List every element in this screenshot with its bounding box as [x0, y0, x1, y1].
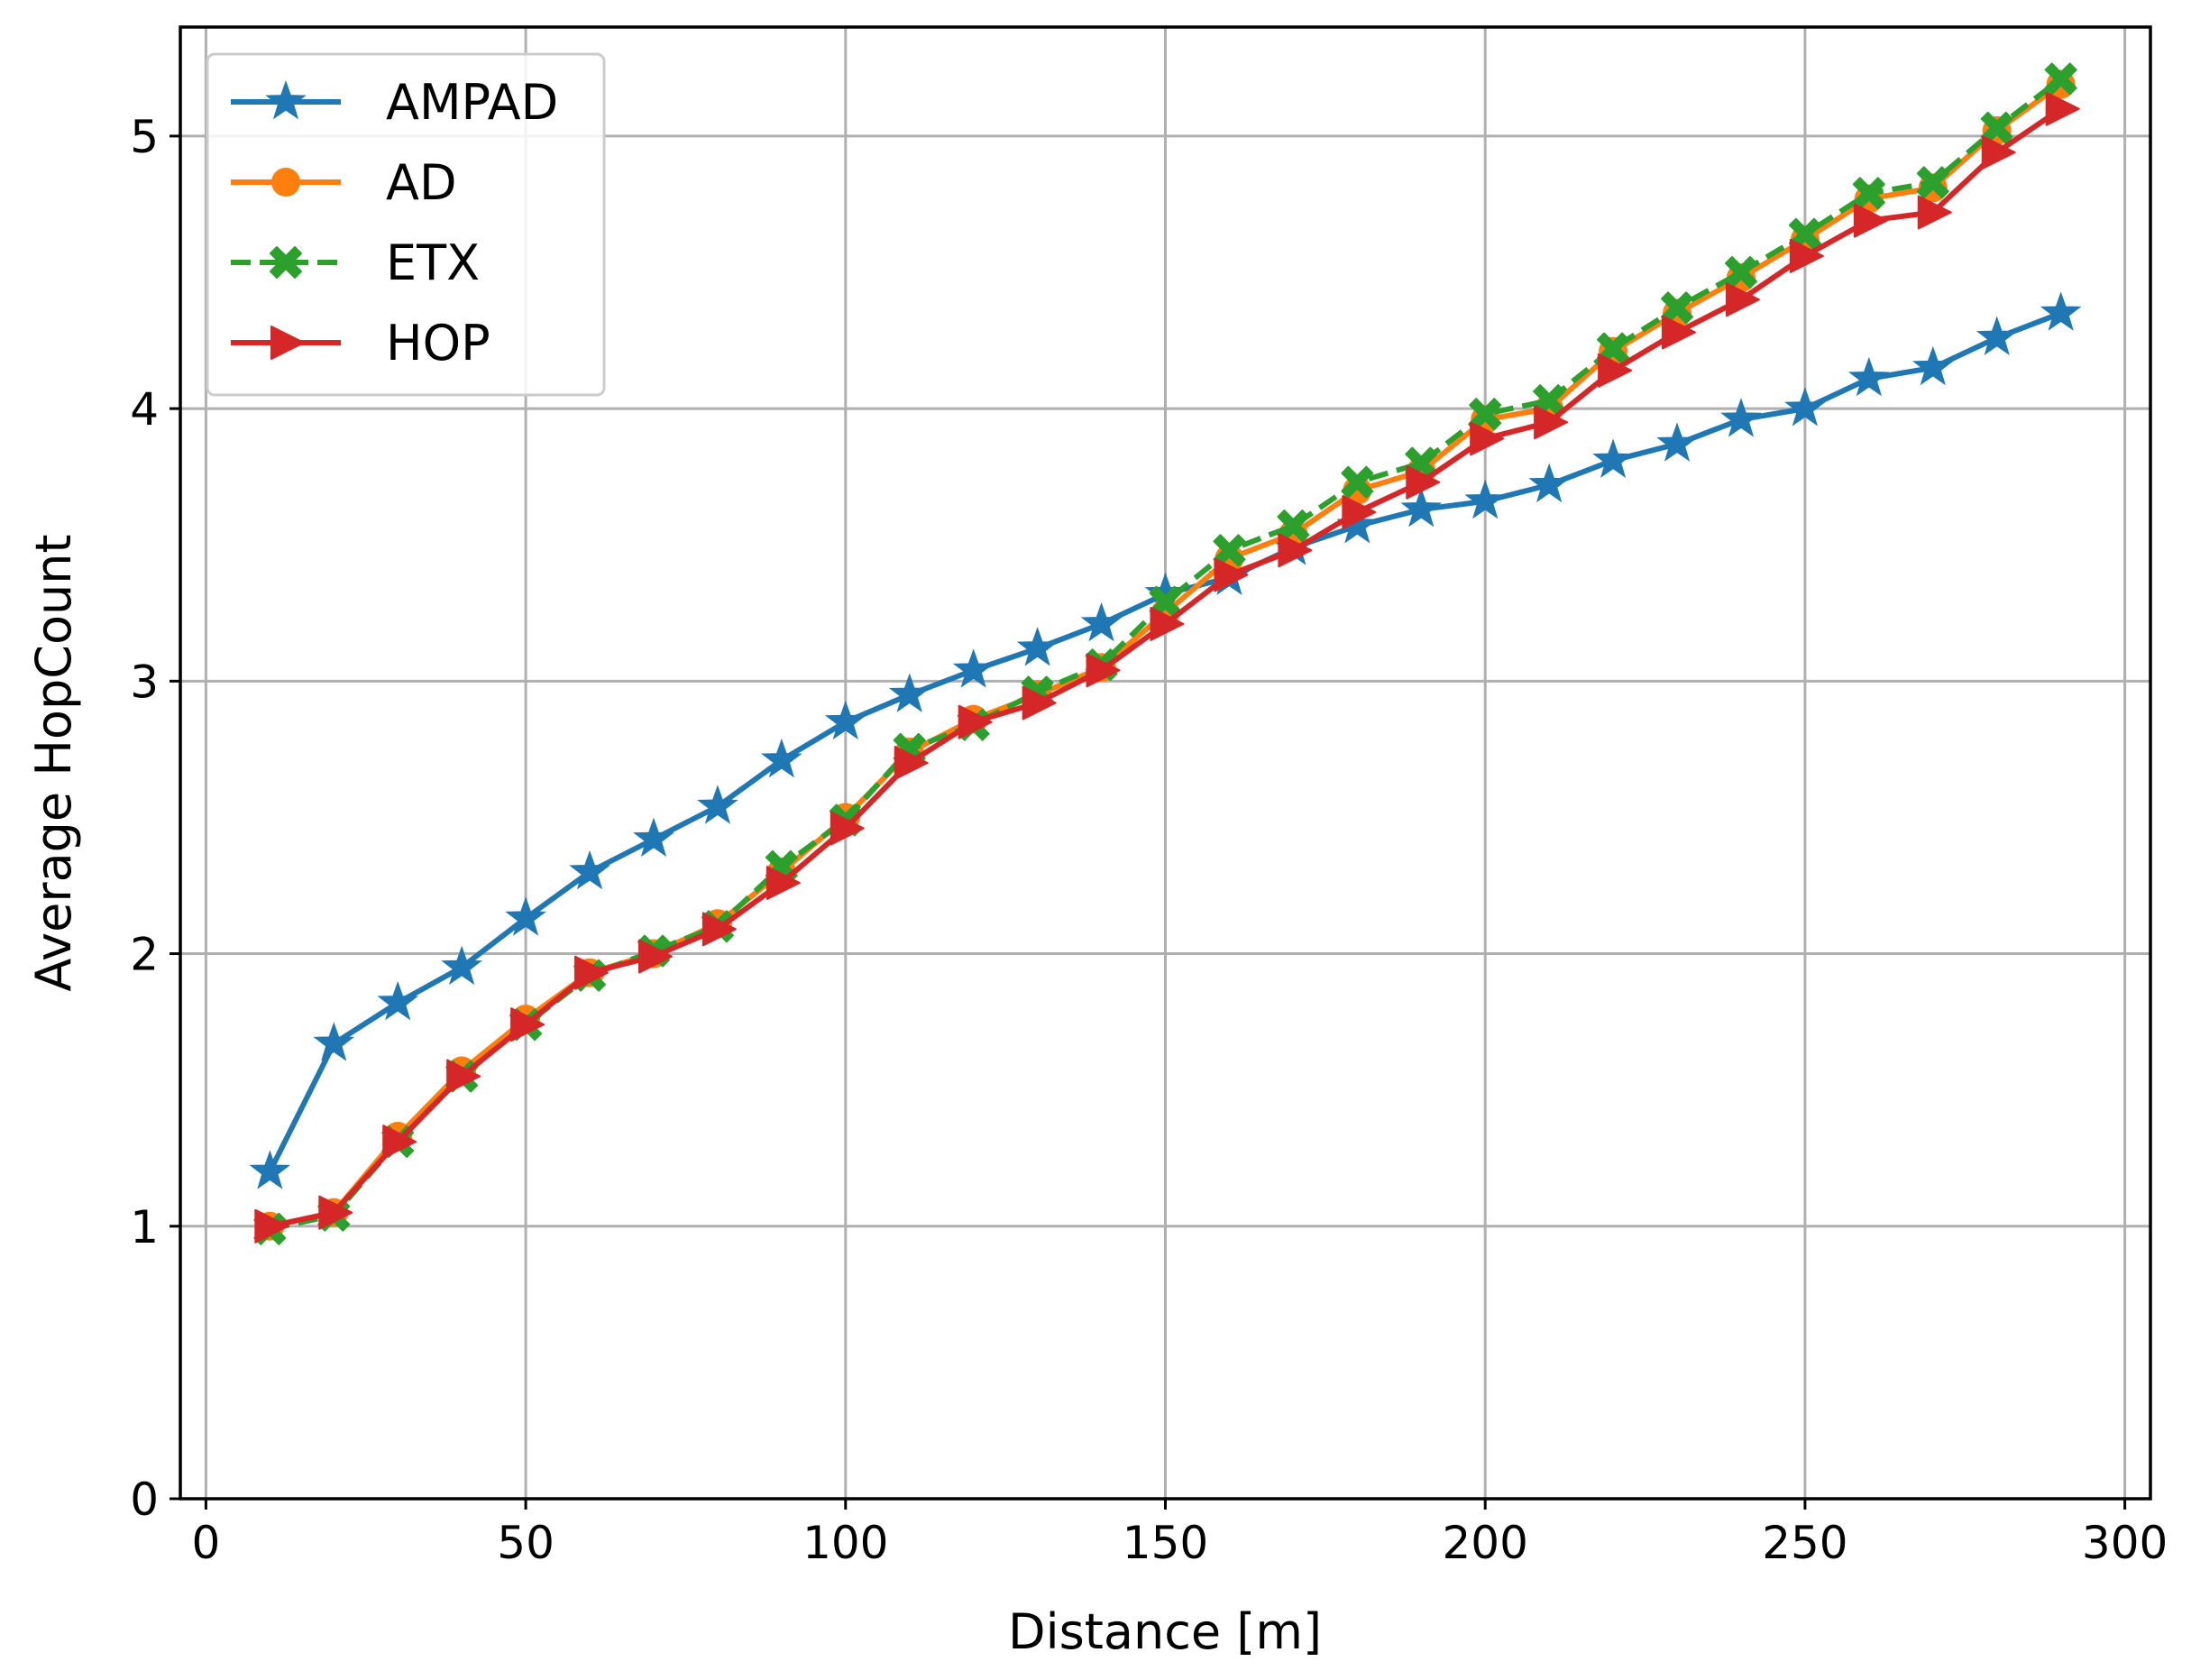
data-point-ampad [441, 945, 482, 986]
x-tick-label: 0 [191, 1517, 220, 1569]
x-tick-label: 250 [1762, 1517, 1847, 1569]
legend-item-hop: HOP [231, 315, 490, 372]
data-point-hop [765, 865, 801, 900]
data-point-hop [958, 704, 993, 739]
legend-marker-etx [270, 246, 302, 279]
x-tick-label: 300 [2082, 1517, 2168, 1569]
data-point-hop [637, 939, 673, 974]
data-point-hop [1598, 353, 1633, 388]
data-point-hop [254, 1208, 289, 1244]
data-point-ampad [2040, 291, 2082, 331]
series-ampad [249, 291, 2082, 1189]
y-tick-label: 2 [130, 929, 159, 981]
y-axis-title: Average HopCount [25, 534, 82, 991]
legend-item-ad: AD [231, 154, 457, 211]
data-point-ampad [1848, 356, 1890, 397]
data-point-hop [510, 1007, 545, 1042]
data-point-ampad [1784, 387, 1826, 427]
y-tick-label: 3 [130, 656, 159, 708]
data-point-hop [1789, 238, 1824, 273]
x-tick-label: 150 [1123, 1517, 1208, 1569]
data-point-ampad [1528, 463, 1570, 503]
legend-item-ampad: AMPAD [231, 74, 558, 131]
data-point-ampad [569, 849, 610, 890]
y-tick-label: 4 [130, 383, 159, 436]
data-point-hop [574, 955, 610, 990]
data-point-ampad [1911, 345, 1954, 386]
data-point-hop [894, 746, 929, 780]
data-point-hop [701, 912, 737, 947]
data-point-hop [1022, 685, 1057, 721]
data-point-ampad [377, 980, 419, 1021]
data-point-hop [1150, 606, 1185, 641]
data-point-ampad [697, 785, 738, 824]
data-point-etx [1916, 166, 1949, 199]
data-point-hop [382, 1125, 417, 1160]
legend-label-etx: ETX [386, 234, 480, 291]
data-point-ampad [1720, 398, 1762, 437]
data-point-hop [1214, 557, 1249, 592]
data-point-hop [2045, 91, 2080, 126]
x-axis-title: Distance [m] [1008, 1603, 1322, 1660]
data-point-hop [318, 1195, 353, 1230]
data-point-hop [1086, 653, 1121, 688]
data-point-hop [1342, 494, 1377, 529]
data-point-etx [2044, 62, 2077, 96]
data-point-hop [830, 811, 865, 846]
data-point-ampad [1656, 422, 1698, 462]
data-point-ampad [1016, 627, 1059, 666]
legend: AMPAD AD ETX HOP [206, 52, 606, 397]
y-tick-label: 1 [130, 1201, 159, 1253]
data-point-etx [1852, 177, 1885, 210]
series-hop [254, 91, 2080, 1244]
data-point-ampad [952, 648, 995, 688]
data-point-etx [1724, 256, 1757, 289]
data-point-hop [1981, 135, 2016, 170]
data-point-ampad [313, 1022, 355, 1061]
data-point-hop [1725, 282, 1760, 317]
data-point-ampad [1976, 316, 2018, 355]
data-point-ampad [249, 1150, 291, 1189]
series-group [249, 62, 2082, 1245]
axis-ticks: 0 50 100 150 200 250 300 0 1 2 3 4 5 [130, 111, 2168, 1569]
data-point-etx [1341, 465, 1374, 499]
data-point-hop [1662, 315, 1697, 350]
data-point-ampad [505, 896, 546, 936]
data-point-ampad [1464, 479, 1507, 519]
data-point-hop [1470, 421, 1505, 456]
data-point-ampad [1592, 438, 1634, 478]
data-point-ampad [1080, 601, 1123, 642]
data-point-hop [1534, 405, 1569, 440]
data-point-hop [1917, 195, 1952, 230]
data-point-hop [446, 1059, 481, 1094]
data-point-ampad [824, 700, 866, 740]
legend-label-ampad: AMPAD [386, 74, 558, 131]
data-point-ampad [1400, 487, 1443, 528]
x-tick-label: 200 [1442, 1517, 1527, 1569]
legend-marker-ampad [265, 80, 307, 120]
legend-label-ad: AD [386, 154, 457, 211]
y-tick-label: 0 [130, 1473, 159, 1526]
legend-marker-hop [270, 326, 305, 360]
data-point-hop [1278, 533, 1313, 568]
x-tick-label: 50 [497, 1517, 555, 1569]
legend-label-hop: HOP [386, 315, 490, 372]
y-tick-label: 5 [130, 111, 159, 163]
data-point-ampad [761, 738, 802, 778]
data-point-hop [1853, 203, 1888, 238]
data-point-hop [1406, 464, 1441, 500]
legend-frame [206, 52, 606, 397]
legend-item-etx: ETX [231, 234, 480, 291]
x-tick-label: 100 [802, 1517, 888, 1569]
data-point-ampad [888, 673, 930, 712]
data-point-ampad [633, 817, 674, 858]
legend-marker-ad [271, 168, 300, 197]
